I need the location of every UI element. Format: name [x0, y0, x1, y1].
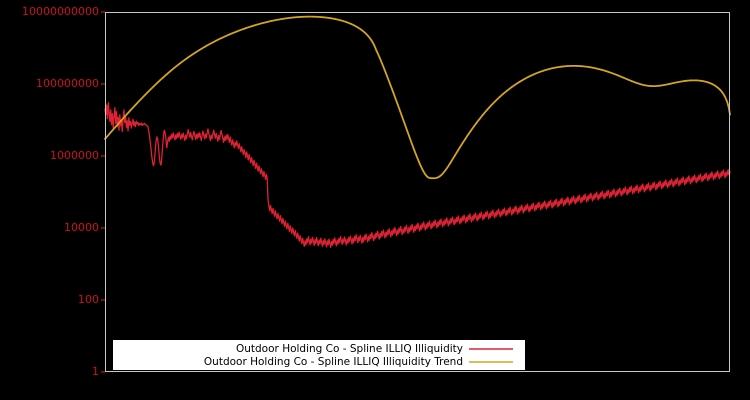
- series-lines: [104, 15, 731, 248]
- legend-label: Outdoor Holding Co - Spline ILLIQ Illiqu…: [204, 356, 463, 368]
- legend-label: Outdoor Holding Co - Spline ILLIQ Illiqu…: [236, 343, 463, 355]
- series-line-illiquidity-trend: [104, 15, 731, 180]
- series-line-illiquidity: [104, 102, 731, 248]
- plot-background: [105, 12, 730, 372]
- y-axis-tick-label: 1000000: [50, 149, 99, 162]
- y-axis-tick-label: 100: [78, 293, 99, 306]
- legend-background: [113, 340, 525, 370]
- y-axis-tick-label: 1: [92, 365, 99, 378]
- y-axis-tick-label: 10000000000: [22, 5, 99, 18]
- y-axis-tick-labels: 10000000000 100000000 1000000 10000 100 1: [22, 5, 105, 378]
- plot-area-border: [105, 12, 730, 372]
- y-axis-tick-label: 10000: [64, 221, 99, 234]
- chart-legend[interactable]: Outdoor Holding Co - Spline ILLIQ Illiqu…: [113, 340, 525, 370]
- y-axis-tick-label: 100000000: [36, 77, 99, 90]
